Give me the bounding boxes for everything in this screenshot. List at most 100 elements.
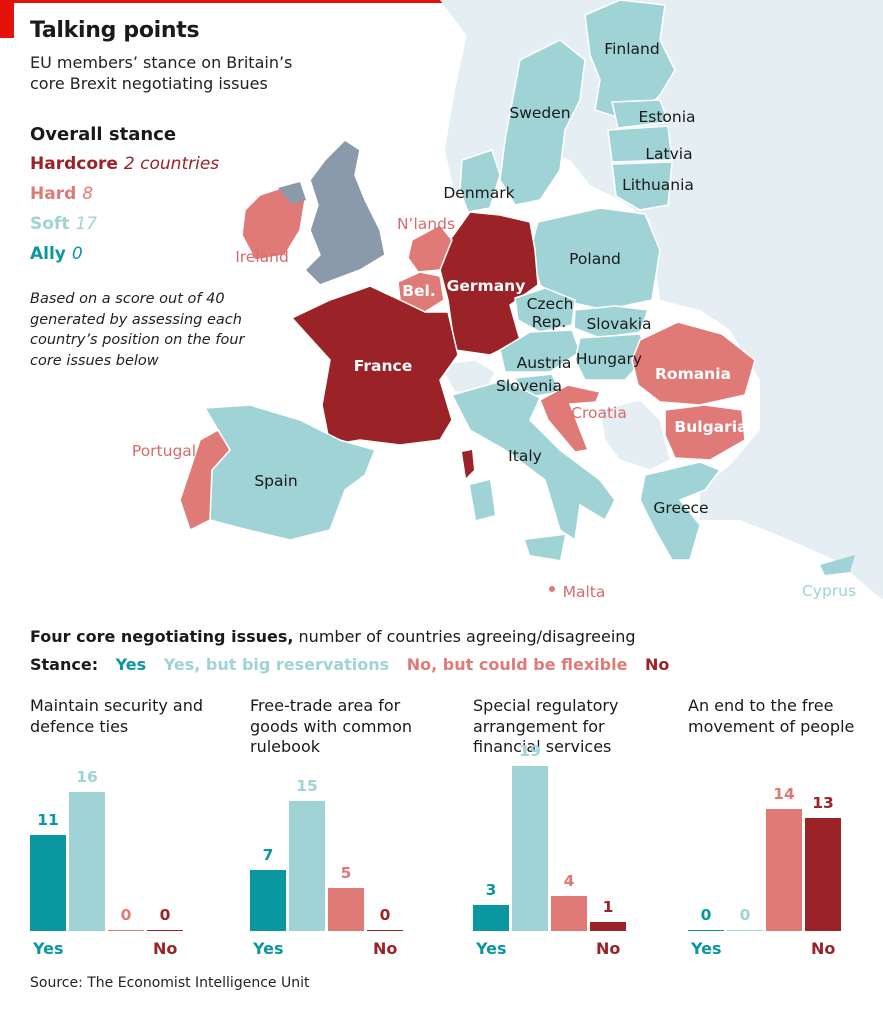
- island-corsica: [462, 450, 474, 478]
- value-label-panel-2-no: 0: [379, 905, 391, 924]
- europe-map: [179, 0, 883, 600]
- overall-stance-heading: Overall stance: [30, 124, 177, 145]
- label-croatia: Croatia: [571, 404, 627, 422]
- legend-soft-count: 17: [75, 214, 98, 234]
- label-poland: Poland: [569, 250, 621, 268]
- label-czech: Czech: [526, 295, 574, 313]
- legend-soft: Soft 17: [30, 214, 97, 234]
- source-note: Source: The Economist Intelligence Unit: [30, 975, 310, 991]
- country-romania: [631, 321, 756, 406]
- label-slovenia: Slovenia: [496, 377, 562, 395]
- label-portugal: Portugal: [131, 442, 197, 460]
- brand-tab: [0, 0, 14, 38]
- label-germany: Germany: [446, 277, 526, 295]
- label-netherlands: N’lands: [396, 215, 456, 233]
- value-label-panel-3-yes: 3: [485, 880, 497, 899]
- chart-subtitle: EU members’ stance on Britain’s core Bre…: [30, 53, 293, 93]
- island-cyprus: [820, 555, 855, 575]
- value-label-panel-3-no-flexible: 4: [563, 872, 575, 891]
- country-latvia: [607, 125, 673, 163]
- value-label-panel-1-yes: 11: [37, 811, 59, 830]
- bar-panel-3-yes-reservations: [512, 765, 548, 931]
- country-germany: [439, 211, 539, 356]
- bar-panel-4-no-flexible: [766, 809, 802, 931]
- legend-ally: Ally 0: [30, 244, 83, 264]
- label-lithuania: Lithuania: [622, 176, 694, 194]
- panel-1-title: Maintain security and defence ties: [30, 696, 204, 736]
- country-czech: [514, 287, 576, 333]
- value-label-panel-1-yes-reservations: 16: [76, 767, 98, 786]
- issues-heading: Four core negotiating issues, number of …: [30, 627, 636, 646]
- legend-hard-label: Hard: [30, 184, 77, 204]
- value-label-panel-4-yes-reservations: 0: [739, 905, 751, 924]
- label-belgium: Bel.: [402, 282, 436, 300]
- country-greece: [639, 461, 722, 561]
- panel-2-no-label: No: [373, 939, 398, 958]
- panel-2-yes-label: Yes: [253, 939, 284, 958]
- bar-panel-4-no: [805, 817, 841, 931]
- country-sweden: [499, 39, 586, 206]
- value-label-panel-3-yes-reservations: 19: [519, 741, 541, 760]
- label-sweden: Sweden: [509, 104, 571, 122]
- balkan-non-eu: [599, 399, 671, 471]
- bar-panel-1-yes-reservations: [69, 791, 105, 931]
- label-finland: Finland: [604, 40, 660, 58]
- value-label-panel-4-yes: 0: [700, 905, 712, 924]
- label-cyprus: Cyprus: [801, 582, 857, 600]
- island-sardinia: [470, 480, 495, 520]
- label-spain: Spain: [254, 472, 298, 490]
- northern-ireland: [278, 182, 306, 204]
- country-netherlands: [407, 224, 453, 273]
- legend-hard: Hard 8: [30, 184, 93, 204]
- chart-title: Talking points: [30, 18, 200, 43]
- stance-key: Stance: Yes Yes, but big reservations No…: [30, 655, 681, 674]
- country-portugal: [179, 428, 231, 532]
- stance-key-yes: Yes: [115, 655, 147, 674]
- bar-panel-1-no: [147, 929, 183, 931]
- label-greece: Greece: [653, 499, 709, 517]
- value-label-panel-2-yes: 7: [262, 846, 274, 865]
- value-label-panel-4-no-flexible: 14: [773, 785, 795, 804]
- label-bulgaria: Bulgaria: [674, 418, 748, 436]
- bar-panel-3-yes: [473, 904, 509, 931]
- bar-panel-4-yes-reservations: [727, 929, 763, 931]
- bar-panel-2-no: [367, 929, 403, 931]
- value-label-panel-1-no: 0: [159, 905, 171, 924]
- country-slovakia: [573, 305, 650, 339]
- label-italy: Italy: [508, 447, 542, 465]
- label-hungary: Hungary: [575, 350, 643, 368]
- issues-heading-rest: number of countries agreeing/disagreeing: [293, 627, 636, 646]
- country-hungary: [574, 333, 649, 381]
- value-label-panel-4-no: 13: [812, 793, 834, 812]
- legend-ally-label: Ally: [30, 244, 66, 264]
- bar-panel-2-yes: [250, 870, 286, 931]
- country-italy: [450, 379, 616, 542]
- island-malta: [549, 586, 555, 592]
- label-estonia: Estonia: [638, 108, 696, 126]
- issues-heading-bold: Four core negotiating issues,: [30, 627, 294, 646]
- stance-key-no: No: [645, 655, 670, 674]
- country-denmark: [459, 149, 501, 213]
- panel-1-no-label: No: [153, 939, 178, 958]
- legend-soft-label: Soft: [30, 214, 70, 234]
- bar-panel-3-no: [590, 922, 626, 931]
- stance-key-label: Stance:: [30, 655, 99, 674]
- panel-1-yes-label: Yes: [33, 939, 64, 958]
- panel-4-title: An end to the free movement of people: [688, 696, 855, 736]
- panel-3-yes-label: Yes: [476, 939, 507, 958]
- bar-panel-2-yes-reservations: [289, 800, 325, 931]
- switzerland: [439, 359, 496, 393]
- legend-ally-count: 0: [71, 244, 83, 264]
- methodology-note: Based on a score out of 40 generated by …: [30, 291, 245, 369]
- panel-4-no-label: No: [811, 939, 836, 958]
- label-romania: Romania: [654, 365, 732, 383]
- label-slovakia: Slovakia: [586, 315, 652, 333]
- label-denmark: Denmark: [443, 184, 515, 202]
- legend-hardcore: Hardcore 2 countries: [30, 154, 219, 174]
- bar-panel-3-no-flexible: [551, 896, 587, 931]
- stance-key-no-flexible: No, but could be flexible: [406, 655, 628, 674]
- label-czech-rep: Rep.: [531, 313, 567, 331]
- label-france: France: [353, 357, 413, 375]
- bar-panel-2-no-flexible: [328, 887, 364, 931]
- label-ireland: Ireland: [235, 248, 289, 266]
